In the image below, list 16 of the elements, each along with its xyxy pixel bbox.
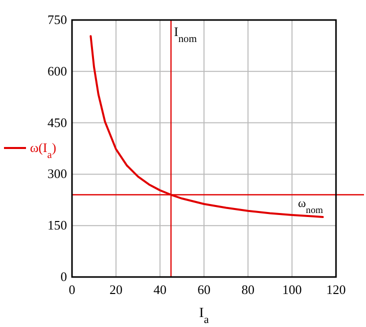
- y-tick-label: 450: [48, 114, 67, 130]
- y-tick-label: 300: [48, 166, 67, 182]
- y-tick-label: 750: [48, 12, 67, 27]
- ref-line-label: I$_{nom}$: [174, 24, 197, 44]
- y-tick-label: 0: [60, 269, 67, 284]
- x-axis-title: I$_{a}$: [199, 306, 209, 326]
- x-tick-label: 40: [154, 282, 166, 297]
- x-tick-label: 60: [198, 282, 210, 297]
- legend-label: ω(I$_{a}$): [30, 140, 56, 160]
- x-tick-label: 20: [110, 282, 122, 297]
- x-tick-label: 100: [282, 282, 302, 297]
- y-tick-label: 150: [48, 218, 67, 233]
- ref-line-label: ω$_{nom}$: [298, 196, 324, 216]
- x-tick-label: 80: [242, 282, 254, 297]
- y-tick-label: 600: [48, 63, 67, 78]
- x-tick-label: 120: [326, 282, 346, 297]
